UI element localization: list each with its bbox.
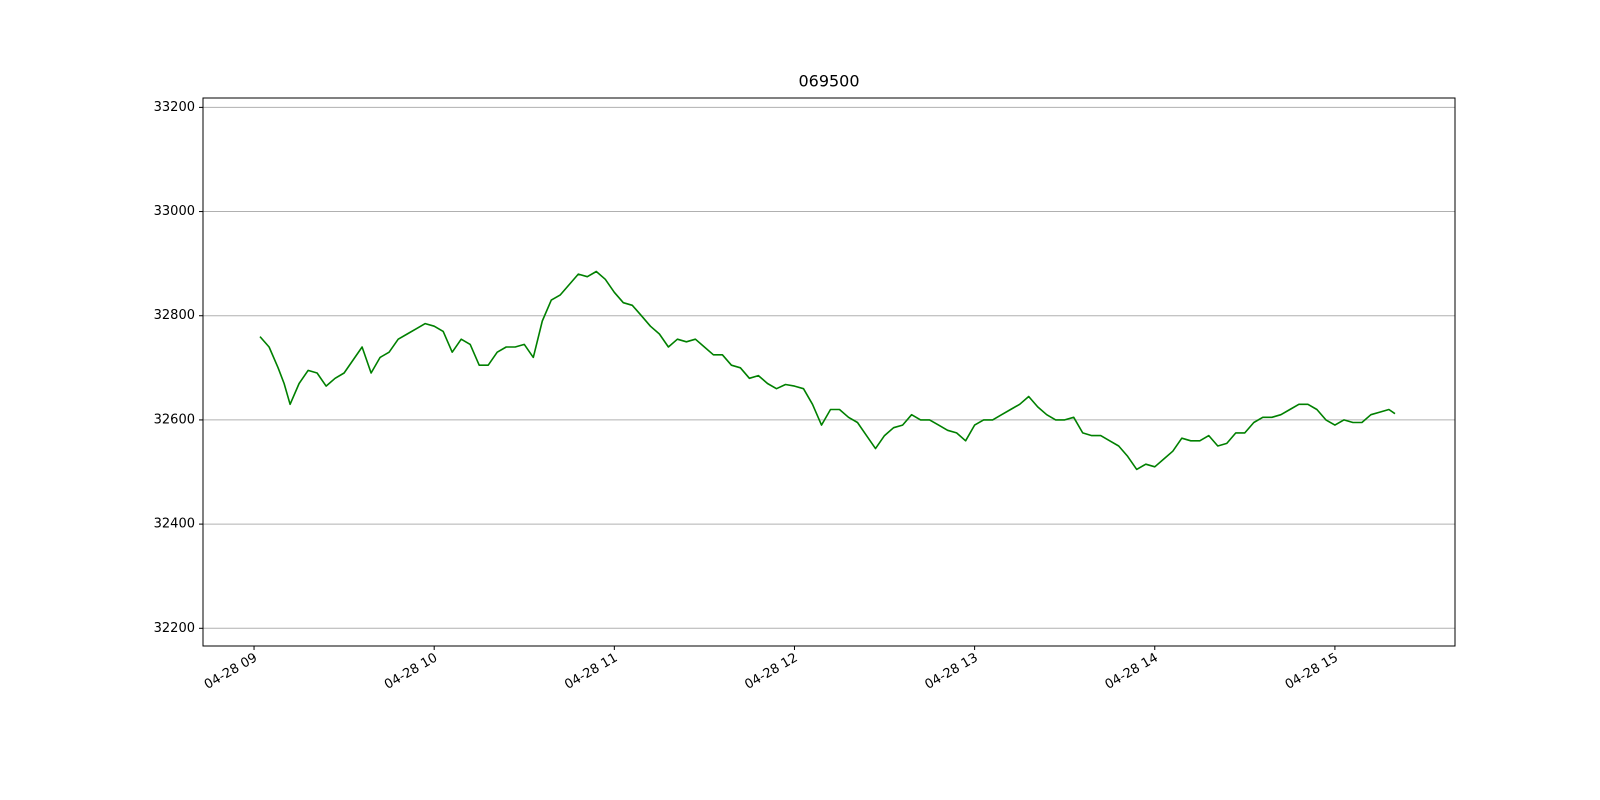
y-tick-label: 32800 bbox=[154, 308, 195, 323]
x-tick-label: 04-28 11 bbox=[562, 650, 620, 692]
x-tick-label: 04-28 10 bbox=[382, 650, 440, 692]
y-tick-label: 33200 bbox=[154, 100, 195, 115]
price-line bbox=[259, 270, 1396, 471]
x-tick-label: 04-28 09 bbox=[202, 650, 260, 692]
y-tick-label: 32200 bbox=[154, 621, 195, 636]
y-tick-label: 33000 bbox=[154, 204, 195, 219]
x-tick-label: 04-28 13 bbox=[922, 650, 980, 692]
y-tick-label: 32400 bbox=[154, 517, 195, 532]
chart-title: 069500 bbox=[798, 72, 859, 91]
x-tick-label: 04-28 12 bbox=[742, 650, 800, 692]
x-tick-label: 04-28 15 bbox=[1283, 650, 1341, 692]
y-tick-label: 32600 bbox=[154, 412, 195, 427]
x-tick-label: 04-28 14 bbox=[1103, 650, 1161, 692]
plot-frame bbox=[202, 97, 1456, 647]
